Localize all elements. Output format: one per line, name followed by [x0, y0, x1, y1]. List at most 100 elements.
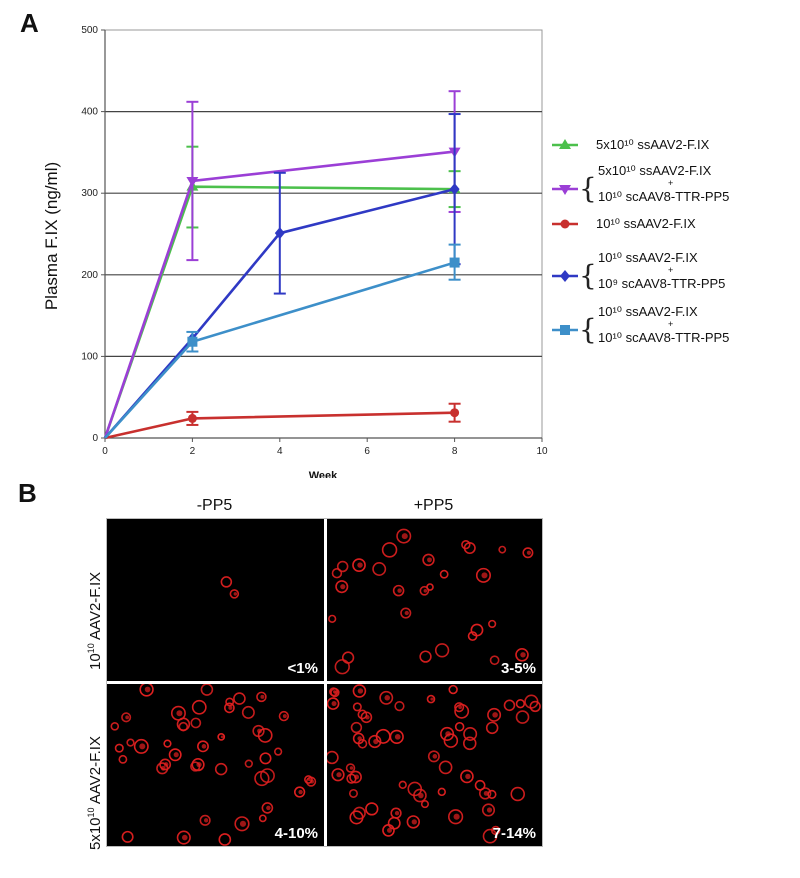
- percentage-label: <1%: [287, 660, 318, 677]
- x-tick-label: 2: [190, 446, 196, 457]
- stained-cell-core: [176, 710, 183, 717]
- stained-cell: [126, 738, 135, 747]
- legend-label: 10⁹ scAAV8-TTR-PP5: [598, 276, 725, 291]
- stained-cell: [426, 583, 434, 591]
- data-point: [450, 408, 460, 418]
- stained-cell: [328, 614, 337, 623]
- legend-label: 5x10¹⁰ ssAAV2-F.IX: [598, 163, 712, 178]
- stained-cell: [163, 739, 172, 748]
- stained-cell: [379, 690, 394, 705]
- stained-cell-core: [373, 738, 379, 745]
- stained-cell: [341, 651, 355, 664]
- stained-cell: [335, 580, 349, 594]
- percentage-label: 3-5%: [500, 660, 536, 677]
- series-5: [104, 243, 461, 439]
- legend-swatch-marker: [559, 139, 571, 149]
- plot-frame: [104, 29, 543, 439]
- row-label-base: 5x10: [87, 817, 104, 850]
- stained-cell: [394, 701, 405, 712]
- stained-cell: [524, 694, 539, 709]
- stained-cell: [259, 752, 272, 765]
- stained-cell-core: [349, 766, 354, 770]
- stained-cell: [330, 687, 340, 698]
- stained-cell-core: [282, 714, 287, 719]
- stained-cell: [178, 721, 189, 732]
- stained-cell: [448, 684, 458, 695]
- stained-cell: [522, 547, 534, 559]
- stained-cell: [345, 763, 356, 773]
- stained-cell: [398, 780, 407, 789]
- x-tick-label: 10: [536, 446, 548, 457]
- y-tick-label: 500: [81, 25, 98, 36]
- stained-cell-core: [365, 715, 370, 720]
- stained-cell: [352, 684, 367, 698]
- stained-cell-core: [465, 773, 471, 780]
- y-tick-label: 100: [81, 351, 98, 362]
- stained-cell: [470, 623, 484, 637]
- stained-cell: [225, 697, 235, 707]
- stained-cell-core: [394, 810, 400, 816]
- legend-plus: +: [668, 319, 673, 329]
- micrograph-high-dose-minus-pp5: 4-10%: [107, 684, 324, 846]
- y-tick-label: 300: [81, 188, 98, 199]
- stained-cell-core: [201, 744, 207, 749]
- stained-cell: [170, 705, 186, 721]
- stained-cell: [244, 759, 253, 768]
- stained-cell-core: [331, 701, 337, 707]
- stained-cell: [422, 553, 435, 567]
- stained-cell: [257, 727, 273, 743]
- stained-cell-core: [354, 774, 360, 780]
- stained-cell: [498, 545, 507, 554]
- stained-cell: [454, 721, 465, 732]
- column-header-plus-pp5: +PP5: [413, 497, 454, 514]
- stained-cell: [392, 584, 405, 597]
- stained-cell: [218, 833, 232, 846]
- stained-cell-core: [492, 712, 498, 718]
- stained-cell-core: [386, 827, 392, 833]
- percentage-label: 7-14%: [492, 825, 536, 842]
- row-label-base: 10: [87, 653, 104, 670]
- x-tick-label: 0: [102, 446, 108, 457]
- stained-cell-core: [233, 592, 238, 596]
- panel-a-letter: A: [20, 8, 39, 38]
- stained-cell: [463, 726, 478, 741]
- stained-cell-core: [163, 762, 169, 767]
- stained-cell-core: [404, 610, 409, 616]
- stained-cell: [261, 802, 274, 814]
- stained-cell-core: [432, 754, 438, 759]
- series-layer: [103, 90, 461, 440]
- y-tick-label: 400: [81, 107, 98, 118]
- stained-cell: [252, 724, 265, 738]
- stained-cell: [336, 560, 349, 573]
- stained-cell: [220, 576, 233, 588]
- series-3: [104, 402, 461, 440]
- stained-cell: [475, 567, 491, 583]
- stained-cell: [515, 710, 530, 724]
- line-chart: 0 100 200 300 400 500 0 2 4 6 8 10 5x10¹⁰ ssAAV2-F.…: [42, 25, 729, 478]
- stained-cell: [352, 806, 366, 820]
- stained-cell: [229, 589, 240, 599]
- stained-cell-core: [481, 572, 488, 579]
- legend-entry-5: {10¹⁰ ssAAV2-F.IX+10¹⁰ scAAV8-TTR-PP5: [552, 304, 729, 346]
- stained-cell: [365, 802, 379, 816]
- stained-cell: [407, 781, 423, 797]
- legend-entry-1: 5x10¹⁰ ssAAV2-F.IX: [552, 137, 710, 152]
- stained-cell: [139, 684, 154, 697]
- x-tick-label: 8: [452, 446, 458, 457]
- stained-cell: [382, 824, 395, 837]
- stained-cell: [348, 788, 358, 798]
- stained-cell-core: [307, 777, 312, 782]
- stained-cell: [482, 828, 498, 844]
- y-axis-label: Plasma F.IX (ng/ml): [42, 162, 61, 310]
- stained-cell: [487, 707, 502, 722]
- stained-cell: [352, 558, 366, 572]
- stained-cell-core: [520, 652, 526, 658]
- stained-cell: [334, 659, 350, 675]
- stained-cell: [426, 694, 436, 704]
- stained-cell: [200, 684, 214, 696]
- column-header-minus-pp5: -PP5: [196, 497, 233, 514]
- stain-cells: [220, 576, 240, 599]
- stained-cell: [304, 775, 313, 784]
- stained-cell-core: [483, 790, 489, 796]
- stained-cell: [381, 542, 398, 558]
